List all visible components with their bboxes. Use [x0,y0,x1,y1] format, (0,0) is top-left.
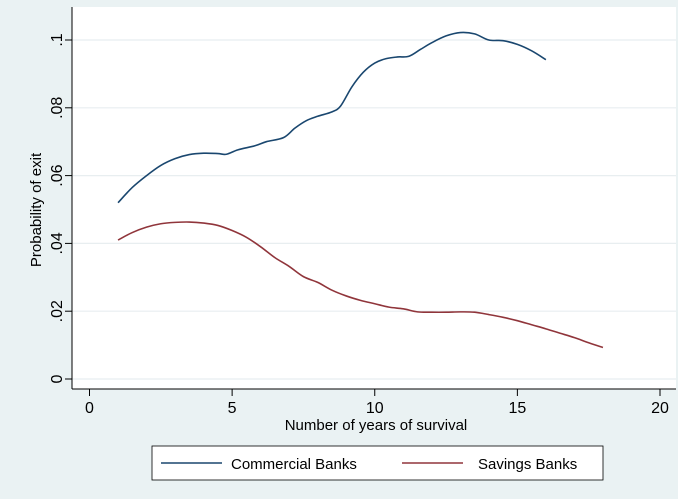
gridlines [72,39,676,380]
y-axis-title: Probability of exit [28,152,45,267]
series-lines [117,31,604,349]
legend-label-commercial-banks: Commercial Banks [231,456,357,473]
x-tick-label-2: 10 [366,400,384,417]
x-tick-label-1: 5 [228,400,237,417]
legend-label-savings-banks: Savings Banks [478,456,577,473]
x-tick-label-3: 15 [508,400,526,417]
series-line-commercial-banks [117,31,547,204]
y-tick-label-5: .1 [49,33,66,46]
x-tick-label-0: 0 [85,400,94,417]
series-line-savings-banks [117,221,604,349]
y-tick-label-1: .02 [49,300,66,322]
x-axis-title: Number of years of survival [285,417,468,434]
plot-area [72,7,676,389]
y-tick-label-2: .04 [49,232,66,254]
y-tick-label-0: 0 [49,374,66,383]
y-tick-label-3: .06 [49,164,66,186]
x-tick-label-4: 20 [651,400,669,417]
legend: Commercial Banks Savings Banks [151,445,604,481]
axes: 0 .02 .04 .06 .08 .1 0 5 10 15 20 [49,7,676,417]
legend-box [151,445,604,481]
y-tick-label-4: .08 [49,97,66,119]
